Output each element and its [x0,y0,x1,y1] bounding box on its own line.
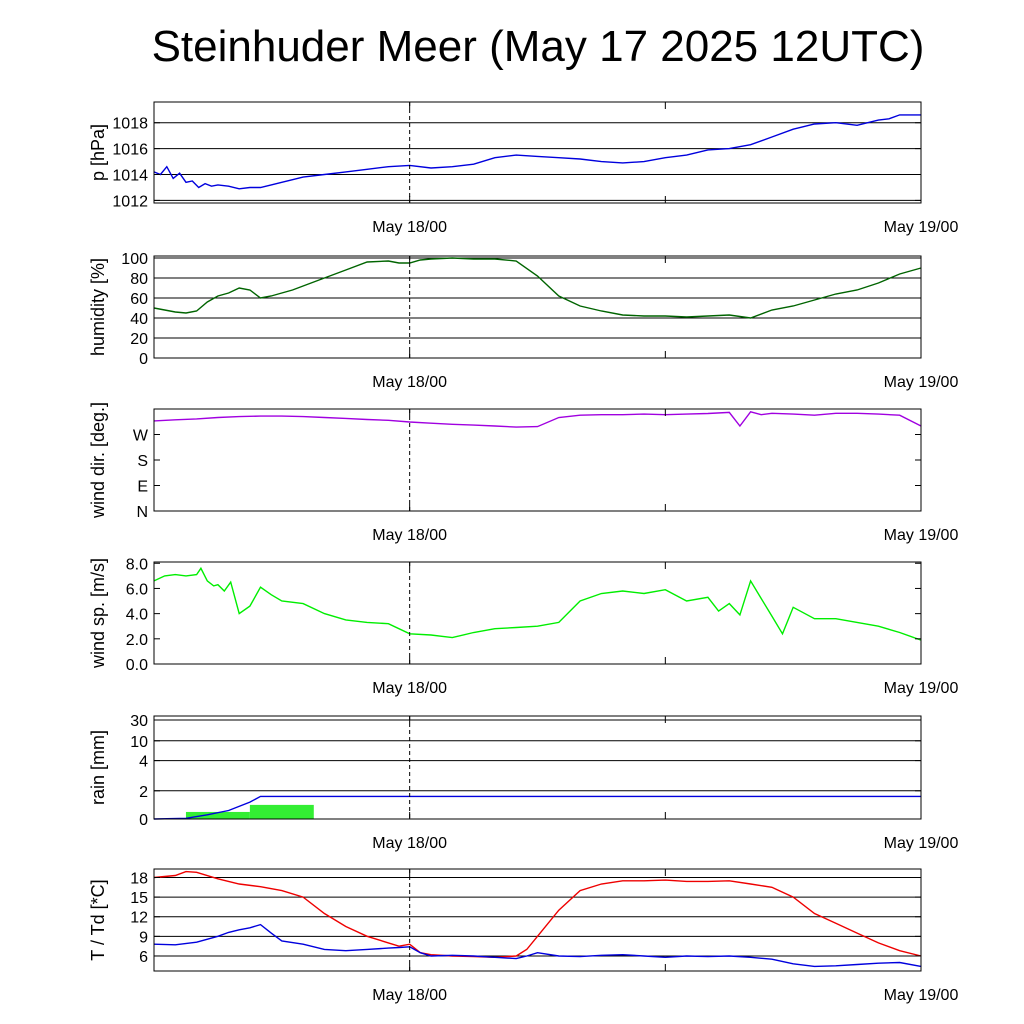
panel-frame [153,868,922,972]
y-axis-title: humidity [%] [88,258,108,356]
wind-speed-line-0 [153,566,922,641]
y-tick-label: 20 [130,331,148,348]
y-tick-label: 18 [130,871,148,888]
panel-frame [153,101,922,204]
y-tick-label: 0.0 [126,657,148,674]
x-tick-label: May 19/00 [884,219,959,236]
x-tick-label: May 19/00 [884,527,959,544]
rain-line-0 [153,795,921,820]
panel-frame [153,561,922,665]
x-tick-label: May 19/00 [884,987,959,1004]
y-tick-label: 1016 [112,142,148,159]
y-tick-label: 2.0 [126,632,148,649]
humidity-line-0 [153,257,922,319]
y-tick-label: W [133,428,149,445]
x-tick-label: May 18/00 [372,987,447,1004]
y-tick-label: 60 [130,291,148,308]
panel-frame [153,408,922,512]
rain-bar [185,811,250,819]
y-tick-label: 9 [139,929,148,946]
panel-frame [153,715,922,820]
y-tick-label: 2 [139,784,148,801]
y-tick-label: 30 [130,713,148,730]
y-axis-title: T / Td [*C] [88,879,108,960]
x-tick-label: May 19/00 [884,680,959,697]
y-tick-label: 0 [139,812,148,829]
y-tick-label: 100 [121,251,148,268]
y-tick-label: 0 [139,351,148,368]
temperature-and-dew-point-line-1 [153,923,922,968]
x-tick-label: May 18/00 [372,527,447,544]
x-tick-label: May 18/00 [372,835,447,852]
y-tick-label: 80 [130,271,148,288]
chart-title: Steinhuder Meer (May 17 2025 12UTC) [151,22,925,71]
y-tick-label: 40 [130,311,148,328]
y-tick-label: 4 [139,754,148,771]
y-tick-label: 1014 [112,168,148,185]
y-axis-title: wind dir. [deg.] [88,402,108,519]
y-tick-label: 1012 [112,193,148,210]
y-tick-label: 1018 [112,116,148,133]
y-tick-label: 4.0 [126,607,148,624]
y-tick-label: 8.0 [126,556,148,573]
pressure-line-0 [153,114,921,190]
x-tick-label: May 18/00 [372,680,447,697]
y-tick-label: 12 [130,910,148,927]
panel-frame [153,255,922,359]
y-axis-title: rain [mm] [88,730,108,805]
x-tick-label: May 19/00 [884,835,959,852]
y-tick-label: 6 [139,949,148,966]
y-tick-label: 6.0 [126,581,148,598]
rain-bar [249,804,314,819]
wind-direction-line-0 [153,410,922,428]
y-axis-title: p [hPa] [88,124,108,181]
x-tick-label: May 18/00 [372,374,447,391]
temperature-and-dew-point-line-0 [153,870,922,959]
y-tick-label: S [137,453,148,470]
y-axis-title: wind sp. [m/s] [88,558,108,669]
y-tick-label: N [136,504,148,521]
y-tick-label: 10 [130,734,148,751]
x-tick-label: May 18/00 [372,219,447,236]
y-tick-label: 15 [130,890,148,907]
y-tick-label: E [137,479,148,496]
x-tick-label: May 19/00 [884,374,959,391]
